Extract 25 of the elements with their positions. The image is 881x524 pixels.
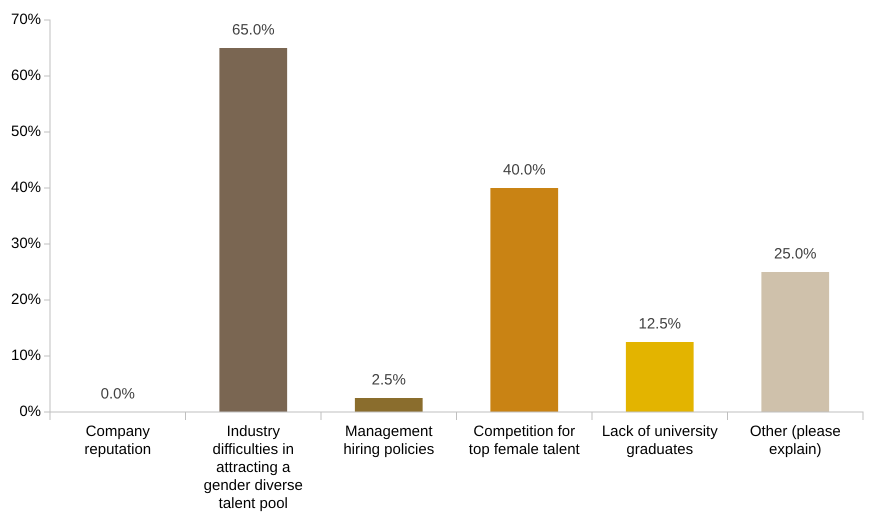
x-tick-label: Company reputation (84, 423, 152, 458)
y-tick-label: 60% (10, 67, 42, 84)
x-tick-label: Lack of university graduates (602, 423, 718, 458)
data-label: 0.0% (100, 386, 135, 403)
data-label: 2.5% (372, 372, 406, 389)
bar (490, 188, 558, 412)
y-tick-label: 10% (10, 347, 42, 364)
y-tick-label: 40% (10, 179, 42, 196)
x-tick-label: Management hiring policies (343, 423, 434, 458)
data-label: 40.0% (502, 162, 546, 179)
x-tick-label: Other (please explain) (750, 423, 841, 458)
bar (354, 398, 423, 412)
y-tick-label: 70% (10, 11, 42, 28)
x-tick-label: Competition for top female talent (468, 423, 581, 458)
data-label: 65.0% (232, 22, 275, 39)
bar (219, 48, 288, 412)
x-tick-label: Industry difficulties in attracting a gender diverse talent pool (204, 423, 303, 512)
y-tick-label: 20% (10, 291, 42, 308)
y-tick-label: 50% (10, 123, 42, 140)
bar (761, 272, 830, 412)
data-label: 12.5% (638, 316, 682, 333)
bar (626, 342, 694, 412)
data-label: 25.0% (774, 246, 817, 263)
y-tick-label: 0% (19, 403, 42, 420)
y-tick-label: 30% (10, 235, 42, 252)
